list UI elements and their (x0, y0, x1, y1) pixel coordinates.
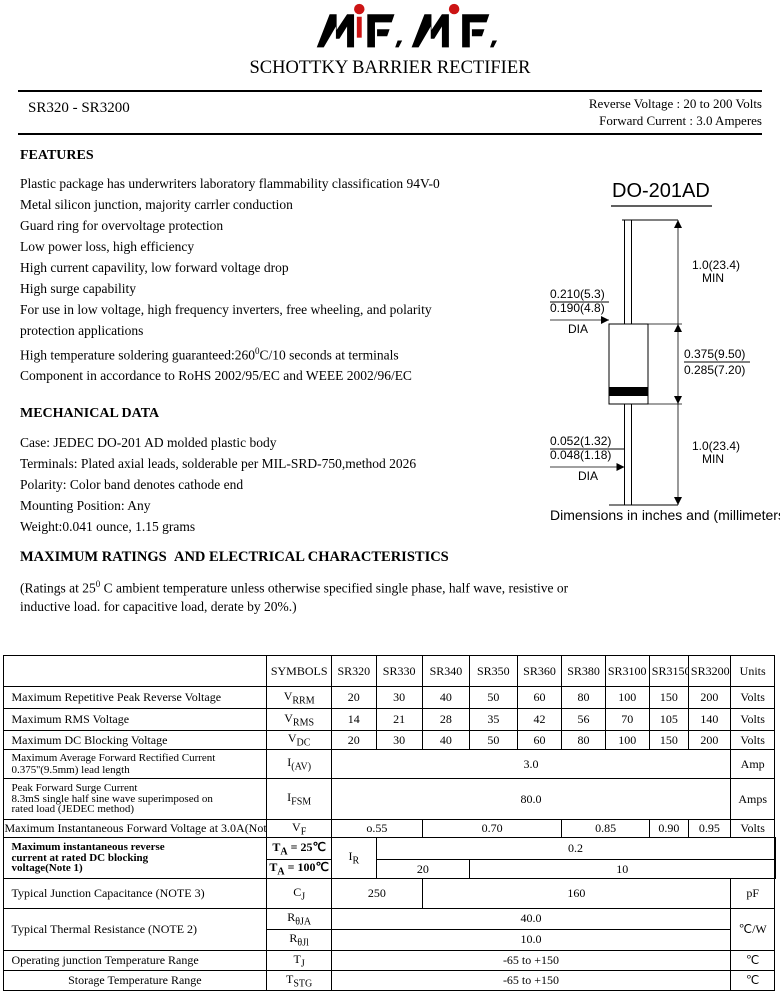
svg-text:0.210(5.3): 0.210(5.3) (550, 287, 605, 301)
svg-text:MIN: MIN (702, 271, 724, 285)
svg-text:DIA: DIA (578, 469, 598, 483)
svg-text:0.190(4.8): 0.190(4.8) (550, 301, 605, 315)
svg-text:Dimensions in inches and (mill: Dimensions in inches and (millimeters) (550, 507, 780, 523)
svg-text:1.0(23.4): 1.0(23.4) (692, 258, 740, 272)
svg-text:0.375(9.50): 0.375(9.50) (684, 347, 745, 361)
svg-text:1.0(23.4): 1.0(23.4) (692, 439, 740, 453)
svg-text:MIN: MIN (702, 452, 724, 466)
svg-text:DIA: DIA (568, 322, 588, 336)
svg-text:0.285(7.20): 0.285(7.20) (684, 363, 745, 377)
svg-text:DO-201AD: DO-201AD (612, 180, 710, 202)
